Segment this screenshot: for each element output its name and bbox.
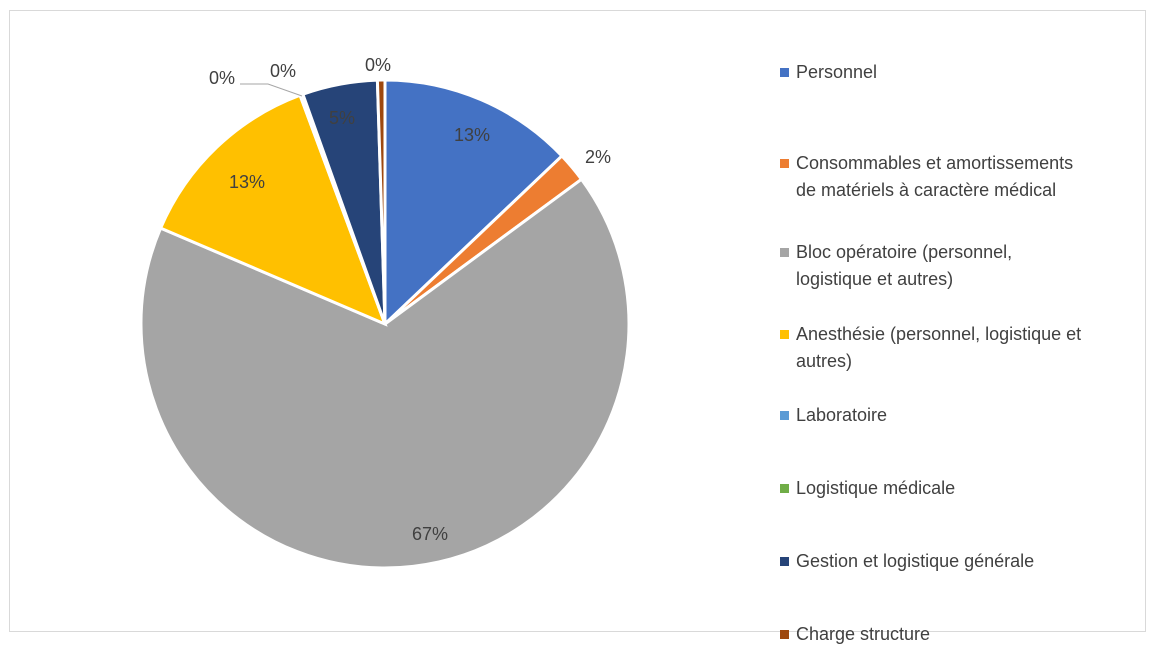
legend-swatch	[780, 68, 789, 77]
legend-label-line: Consommables et amortissements	[796, 153, 1074, 173]
pie-chart: 13% 2% 67% 13% 0% 0% 5% 0%	[139, 55, 631, 570]
legend-label-line: Bloc opératoire (personnel,	[796, 242, 1013, 262]
legend-swatch	[780, 330, 789, 339]
legend-item: Laboratoire	[780, 402, 1140, 429]
legend-label: Laboratoire	[796, 402, 887, 429]
legend-swatch	[780, 630, 789, 639]
chart-area: 13% 2% 67% 13% 0% 0% 5% 0% Personnel Consommable…	[9, 10, 1146, 644]
legend-label-line: Charge structure	[796, 624, 931, 644]
legend-label-line: Gestion et logistique générale	[796, 551, 1035, 571]
legend-item: Anesthésie (personnel, logistique et autr…	[780, 321, 1140, 375]
data-label-laboratoire: 0%	[209, 68, 235, 88]
slice-charge-structure	[375, 78, 387, 325]
data-label-logistique-medicale: 0%	[270, 61, 296, 81]
slice-anesthesie-personnel-logistique-et-autres	[158, 93, 388, 327]
legend-label-line: logistique et autres)	[796, 269, 954, 289]
data-label-bloc-operatoire-personnel-logistique-et-autres: 67%	[412, 524, 448, 544]
legend-label: Logistique médicale	[796, 475, 955, 502]
legend-label: Anesthésie (personnel, logistique et autr…	[796, 321, 1081, 375]
slice-personnel	[383, 78, 565, 328]
legend-label: Charge structure	[796, 621, 930, 648]
legend-swatch	[780, 411, 789, 420]
slice-labels: 13% 2% 67% 13% 0% 0% 5% 0%	[209, 55, 611, 544]
data-label-anesthesie-personnel-logistique-et-autres: 13%	[229, 172, 265, 192]
legend-item: Bloc opératoire (personnel, logistique et…	[780, 239, 1140, 293]
legend-label: Bloc opératoire (personnel, logistique et…	[796, 239, 1012, 293]
legend-label-line: Anesthésie (personnel, logistique et	[796, 324, 1082, 344]
legend-label: Gestion et logistique générale	[796, 548, 1034, 575]
data-label-charge-structure: 0%	[365, 55, 391, 75]
slice-bloc-operatoire-personnel-logistique-et-autres	[139, 177, 631, 570]
legend-item: Charge structure	[780, 621, 1140, 648]
data-label-gestion-et-logistique-generale: 5%	[329, 108, 355, 128]
legend-item: Consommables et amortissements de matérie…	[780, 150, 1140, 204]
legend-label: Consommables et amortissements de matérie…	[796, 150, 1073, 204]
legend-swatch	[780, 159, 789, 168]
pie-slices	[139, 78, 631, 570]
data-label-personnel: 13%	[454, 125, 490, 145]
legend-label-line: Laboratoire	[796, 405, 888, 425]
legend-swatch	[780, 484, 789, 493]
data-label-consommables-et-amortissements-de-materiels-a-caractere-medical: 2%	[585, 147, 611, 167]
legend-label-line: Logistique médicale	[796, 478, 956, 498]
legend-label-line: Personnel	[796, 62, 878, 82]
legend-item: Gestion et logistique générale	[780, 548, 1140, 575]
legend-label: Personnel	[796, 59, 877, 86]
legend-swatch	[780, 557, 789, 566]
legend-label-line: autres)	[796, 351, 853, 371]
legend-item: Personnel	[780, 59, 1140, 86]
legend-swatch	[780, 248, 789, 257]
legend-item: Logistique médicale	[780, 475, 1140, 502]
legend-label-line: de matériels à caractère médical	[796, 180, 1057, 200]
leader-line	[240, 83, 303, 97]
